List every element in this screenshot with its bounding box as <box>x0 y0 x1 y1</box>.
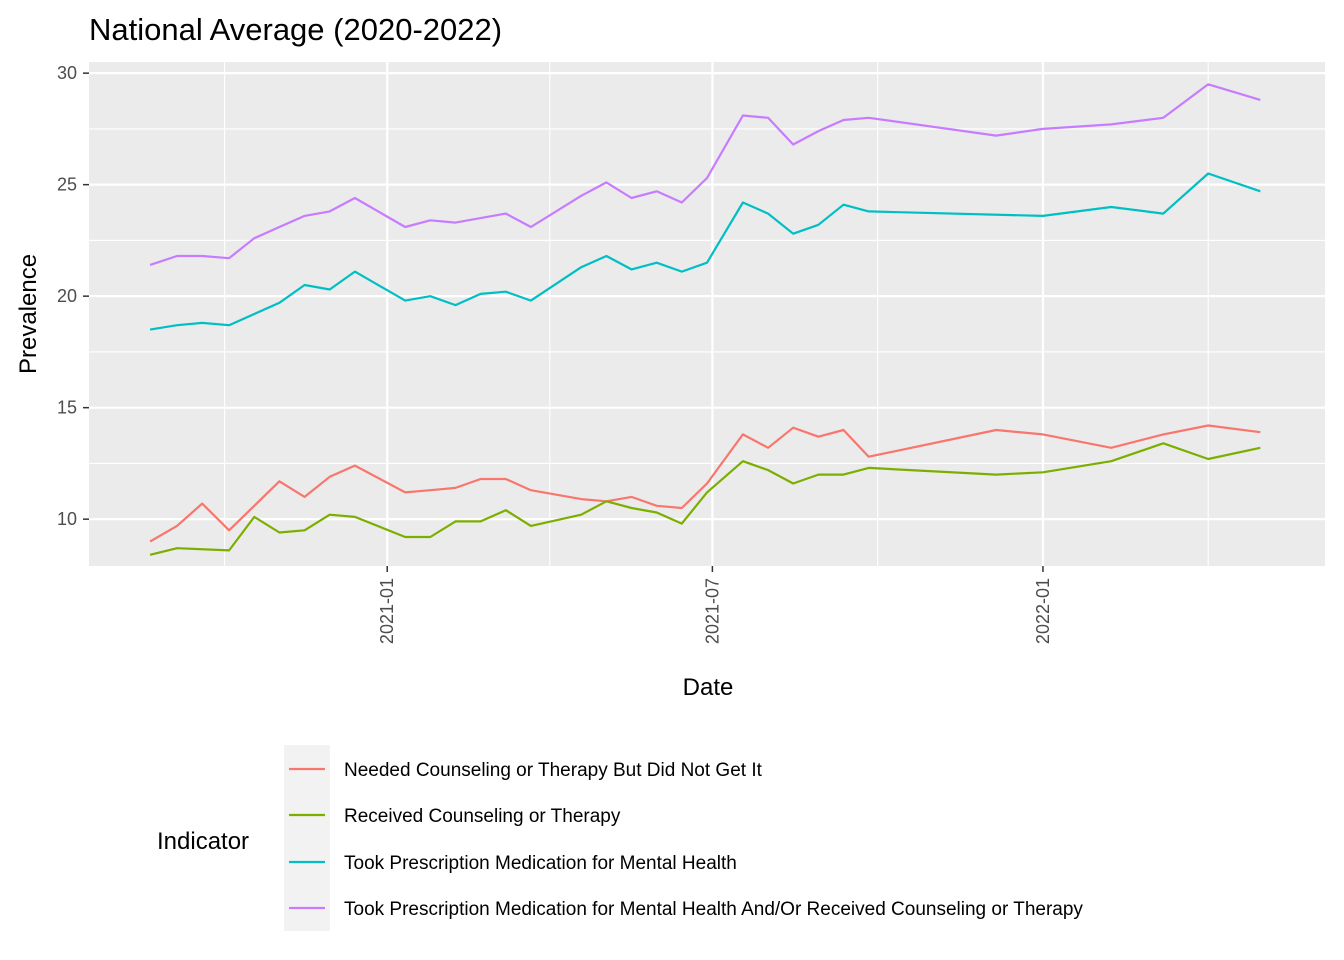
x-tick-label: 2021-07 <box>702 578 722 644</box>
y-axis: 10 15 20 25 30 <box>57 63 89 529</box>
legend-label-4: Took Prescription Medication for Mental … <box>344 899 1083 920</box>
y-axis-title: Prevalence <box>15 254 42 374</box>
series-line-4 <box>149 83 1261 266</box>
y-tick-label: 15 <box>57 398 77 418</box>
y-tick-label: 25 <box>57 175 77 195</box>
x-axis-title: Date <box>683 674 734 701</box>
legend-title: Indicator <box>157 828 249 855</box>
legend-label-2: Received Counseling or Therapy <box>344 806 621 827</box>
chart-title: National Average (2020-2022) <box>89 12 502 47</box>
legend: Indicator Needed Counseling or Therapy B… <box>157 745 1083 931</box>
plot-panel <box>89 62 1325 566</box>
x-tick-label: 2022-01 <box>1033 578 1053 644</box>
legend-label-3: Took Prescription Medication for Mental … <box>344 853 737 874</box>
y-tick-label: 20 <box>57 286 77 306</box>
series-line-3 <box>149 172 1261 331</box>
x-tick-label: 2021-01 <box>377 578 397 644</box>
y-tick-label: 10 <box>57 509 77 529</box>
series-line-2 <box>149 442 1261 556</box>
legend-items: Needed Counseling or Therapy But Did Not… <box>289 760 1083 920</box>
legend-key-background <box>284 745 330 931</box>
y-tick-label: 30 <box>57 63 77 83</box>
x-axis: 2021-01 2021-07 2022-01 <box>377 566 1053 644</box>
legend-label-1: Needed Counseling or Therapy But Did Not… <box>344 760 763 781</box>
series-lines <box>149 83 1261 556</box>
